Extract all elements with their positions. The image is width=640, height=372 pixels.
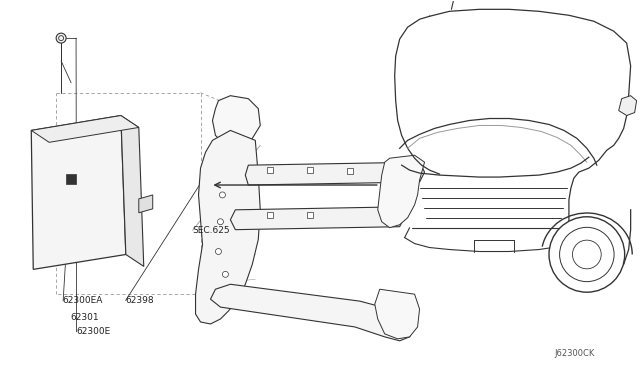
Text: SEC.625: SEC.625 — [193, 226, 230, 235]
Bar — [268, 212, 273, 218]
Circle shape — [56, 33, 66, 43]
Circle shape — [218, 219, 223, 225]
Bar — [66, 174, 76, 184]
Polygon shape — [230, 207, 404, 230]
Circle shape — [216, 248, 221, 254]
Polygon shape — [212, 96, 260, 148]
Text: J62300CK: J62300CK — [554, 349, 595, 358]
Polygon shape — [211, 284, 415, 341]
Circle shape — [559, 227, 614, 282]
Circle shape — [549, 217, 625, 292]
Polygon shape — [196, 131, 260, 324]
Polygon shape — [375, 289, 420, 339]
Text: 62301: 62301 — [70, 312, 99, 321]
Polygon shape — [121, 116, 144, 266]
Bar — [268, 167, 273, 173]
Bar — [307, 212, 313, 218]
Circle shape — [572, 240, 601, 269]
Text: 62398: 62398 — [125, 296, 154, 305]
Text: 62300EA: 62300EA — [62, 296, 102, 305]
Polygon shape — [31, 116, 139, 142]
Circle shape — [223, 271, 228, 277]
Polygon shape — [619, 96, 637, 116]
Polygon shape — [31, 116, 126, 269]
Text: 62300E: 62300E — [77, 327, 111, 336]
Bar — [307, 167, 313, 173]
Circle shape — [220, 192, 225, 198]
Polygon shape — [139, 195, 153, 213]
Bar — [347, 168, 353, 174]
Polygon shape — [378, 155, 424, 228]
Polygon shape — [245, 162, 424, 185]
